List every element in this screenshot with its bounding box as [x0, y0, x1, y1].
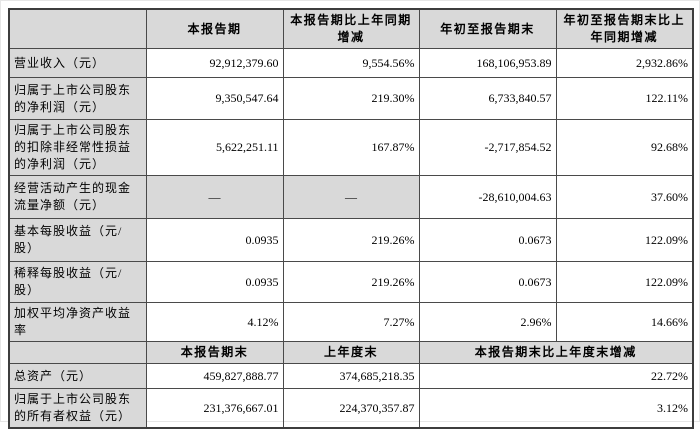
value-cell: 122.11% [555, 77, 694, 120]
value-cell: 3.12% [418, 388, 694, 429]
table-row-basic-eps: 基本每股收益（元/股） 0.0935 219.26% 0.0673 122.09… [8, 218, 694, 262]
value-cell: 7.27% [282, 302, 420, 342]
value-cell: 37.60% [555, 175, 694, 219]
row-label: 营业收入（元） [8, 48, 147, 78]
value-cell: 224,370,357.87 [282, 388, 420, 429]
value-cell: 9,350,547.64 [145, 77, 284, 120]
value-cell: -28,610,004.63 [418, 175, 557, 219]
value-cell-dash: — [282, 175, 420, 219]
header-cell-blank [8, 341, 147, 364]
period-header-row: 本报告期 本报告期比上年同期增减 年初至报告期末 年初至报告期末比上年同期增减 [8, 8, 694, 49]
value-cell: 219.26% [282, 261, 420, 303]
header-cell-period-end: 本报告期末 [145, 341, 284, 364]
table-row-owners-equity: 归属于上市公司股东的所有者权益（元） 231,376,667.01 224,37… [8, 388, 694, 429]
header-cell-current-period: 本报告期 [145, 8, 284, 49]
value-cell: 9,554.56% [282, 48, 420, 78]
value-cell: -2,717,854.52 [418, 119, 557, 176]
header-cell-ytd: 年初至报告期末 [418, 8, 557, 49]
row-label: 归属于上市公司股东的所有者权益（元） [8, 388, 147, 429]
value-cell: 459,827,888.77 [145, 363, 284, 389]
table-row-weighted-roe: 加权平均净资产收益率 4.12% 7.27% 2.96% 14.66% [8, 302, 694, 342]
row-label: 加权平均净资产收益率 [8, 302, 147, 342]
value-cell: 219.26% [282, 218, 420, 262]
row-label: 归属于上市公司股东的扣除非经常性损益的净利润（元） [8, 119, 147, 176]
value-cell: 92.68% [555, 119, 694, 176]
table-row-non-recurring-profit: 归属于上市公司股东的扣除非经常性损益的净利润（元） 5,622,251.11 1… [8, 119, 694, 176]
row-label: 经营活动产生的现金流量净额（元） [8, 175, 147, 219]
value-cell: 14.66% [555, 302, 694, 342]
header-cell-period-end-change: 本报告期末比上年度末增减 [418, 341, 694, 364]
table-row-total-assets: 总资产（元） 459,827,888.77 374,685,218.35 22.… [8, 363, 694, 389]
row-label: 稀释每股收益（元/股） [8, 261, 147, 303]
value-cell: 6,733,840.57 [418, 77, 557, 120]
header-cell-yoy-change: 本报告期比上年同期增减 [282, 8, 420, 49]
table-row-revenue: 营业收入（元） 92,912,379.60 9,554.56% 168,106,… [8, 48, 694, 78]
value-cell: 0.0935 [145, 261, 284, 303]
table-row-cash-flow: 经营活动产生的现金流量净额（元） — — -28,610,004.63 37.6… [8, 175, 694, 219]
value-cell: 374,685,218.35 [282, 363, 420, 389]
value-cell-dash: — [145, 175, 284, 219]
value-cell: 122.09% [555, 218, 694, 262]
value-cell: 122.09% [555, 261, 694, 303]
value-cell: 168,106,953.89 [418, 48, 557, 78]
row-label: 归属于上市公司股东的净利润（元） [8, 77, 147, 120]
header-cell-ytd-yoy-change: 年初至报告期末比上年同期增减 [555, 8, 694, 49]
value-cell: 5,622,251.11 [145, 119, 284, 176]
value-cell: 22.72% [418, 363, 694, 389]
value-cell: 2,932.86% [555, 48, 694, 78]
value-cell: 0.0935 [145, 218, 284, 262]
value-cell: 4.12% [145, 302, 284, 342]
value-cell: 231,376,667.01 [145, 388, 284, 429]
header-cell-blank [8, 8, 147, 49]
value-cell: 92,912,379.60 [145, 48, 284, 78]
header-cell-prior-year-end: 上年度末 [282, 341, 420, 364]
value-cell: 219.30% [282, 77, 420, 120]
table-row-diluted-eps: 稀释每股收益（元/股） 0.0935 219.26% 0.0673 122.09… [8, 261, 694, 303]
table-row-net-profit: 归属于上市公司股东的净利润（元） 9,350,547.64 219.30% 6,… [8, 77, 694, 120]
financial-summary-table: 本报告期 本报告期比上年同期增减 年初至报告期末 年初至报告期末比上年同期增减 … [8, 8, 694, 429]
value-cell: 2.96% [418, 302, 557, 342]
period-end-header-row: 本报告期末 上年度末 本报告期末比上年度末增减 [8, 341, 694, 364]
value-cell: 167.87% [282, 119, 420, 176]
row-label: 总资产（元） [8, 363, 147, 389]
row-label: 基本每股收益（元/股） [8, 218, 147, 262]
value-cell: 0.0673 [418, 218, 557, 262]
value-cell: 0.0673 [418, 261, 557, 303]
